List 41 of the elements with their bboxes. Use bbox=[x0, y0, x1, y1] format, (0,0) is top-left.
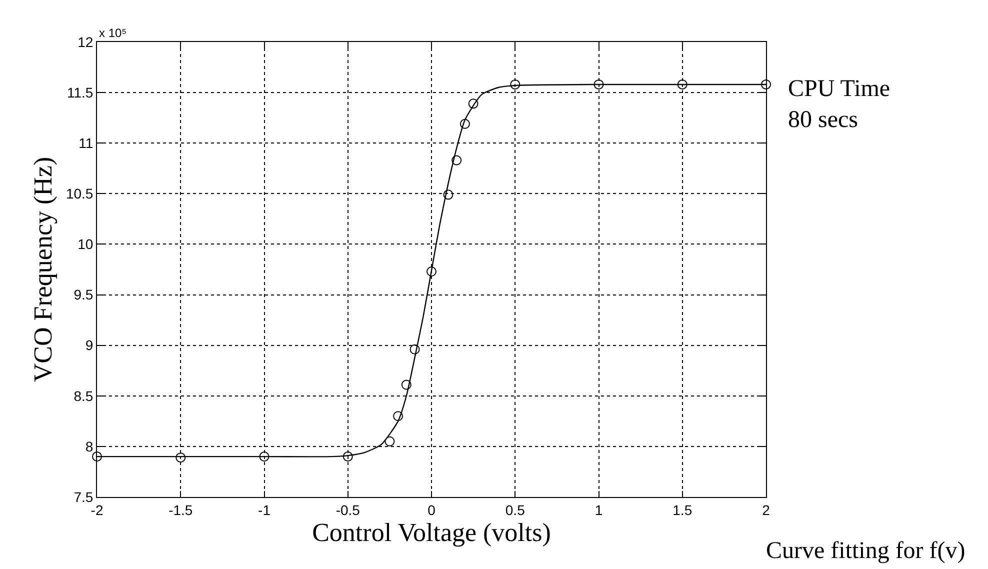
y-axis-title: VCO Frequency (Hz) bbox=[28, 156, 58, 382]
point bbox=[426, 266, 436, 277]
point bbox=[259, 452, 270, 462]
y-tick-label: 12 bbox=[78, 34, 94, 50]
point bbox=[677, 79, 688, 90]
y-tick-label: 7.5 bbox=[74, 488, 94, 505]
y-tick-label: 11.5 bbox=[66, 84, 94, 100]
point bbox=[452, 155, 462, 166]
y-tick-label: 8 bbox=[85, 438, 94, 454]
point bbox=[393, 411, 404, 422]
y-tick-label: 10.5 bbox=[66, 186, 94, 202]
text: Curve fitting for f(v) bbox=[766, 538, 966, 564]
point bbox=[410, 344, 420, 354]
x-tick-label: -1.5 bbox=[168, 502, 193, 518]
y-tick-label: 9.5 bbox=[74, 286, 94, 303]
point bbox=[401, 380, 412, 390]
point bbox=[468, 98, 478, 109]
x-tick-label: -1 bbox=[258, 502, 271, 518]
y-tick-label: 9 bbox=[85, 337, 94, 354]
point bbox=[443, 190, 454, 200]
y-tick-label: 10 bbox=[78, 236, 94, 252]
text: CPU Time 80 secs bbox=[788, 76, 890, 134]
point bbox=[460, 118, 470, 129]
point bbox=[510, 79, 520, 90]
text: x 10⁵ bbox=[99, 26, 127, 40]
x-tick-label: 1.5 bbox=[672, 502, 692, 518]
x-tick-label: -0.5 bbox=[336, 502, 360, 518]
point bbox=[176, 452, 186, 463]
x-tick-label: 0 bbox=[428, 502, 436, 518]
x-tick-label: -2 bbox=[90, 502, 104, 518]
x-axis-title: Control Voltage (volts) bbox=[312, 518, 551, 547]
point bbox=[761, 79, 771, 90]
point bbox=[92, 452, 102, 462]
y-tick-label: 11 bbox=[78, 135, 94, 152]
x-tick-label: 2 bbox=[762, 502, 770, 518]
point bbox=[384, 436, 395, 446]
x-tick-label: 0.5 bbox=[505, 502, 526, 518]
x-tick-label: 1 bbox=[594, 502, 603, 518]
point bbox=[342, 452, 353, 462]
y-tick-label: 8.5 bbox=[74, 388, 94, 404]
point bbox=[594, 79, 604, 90]
